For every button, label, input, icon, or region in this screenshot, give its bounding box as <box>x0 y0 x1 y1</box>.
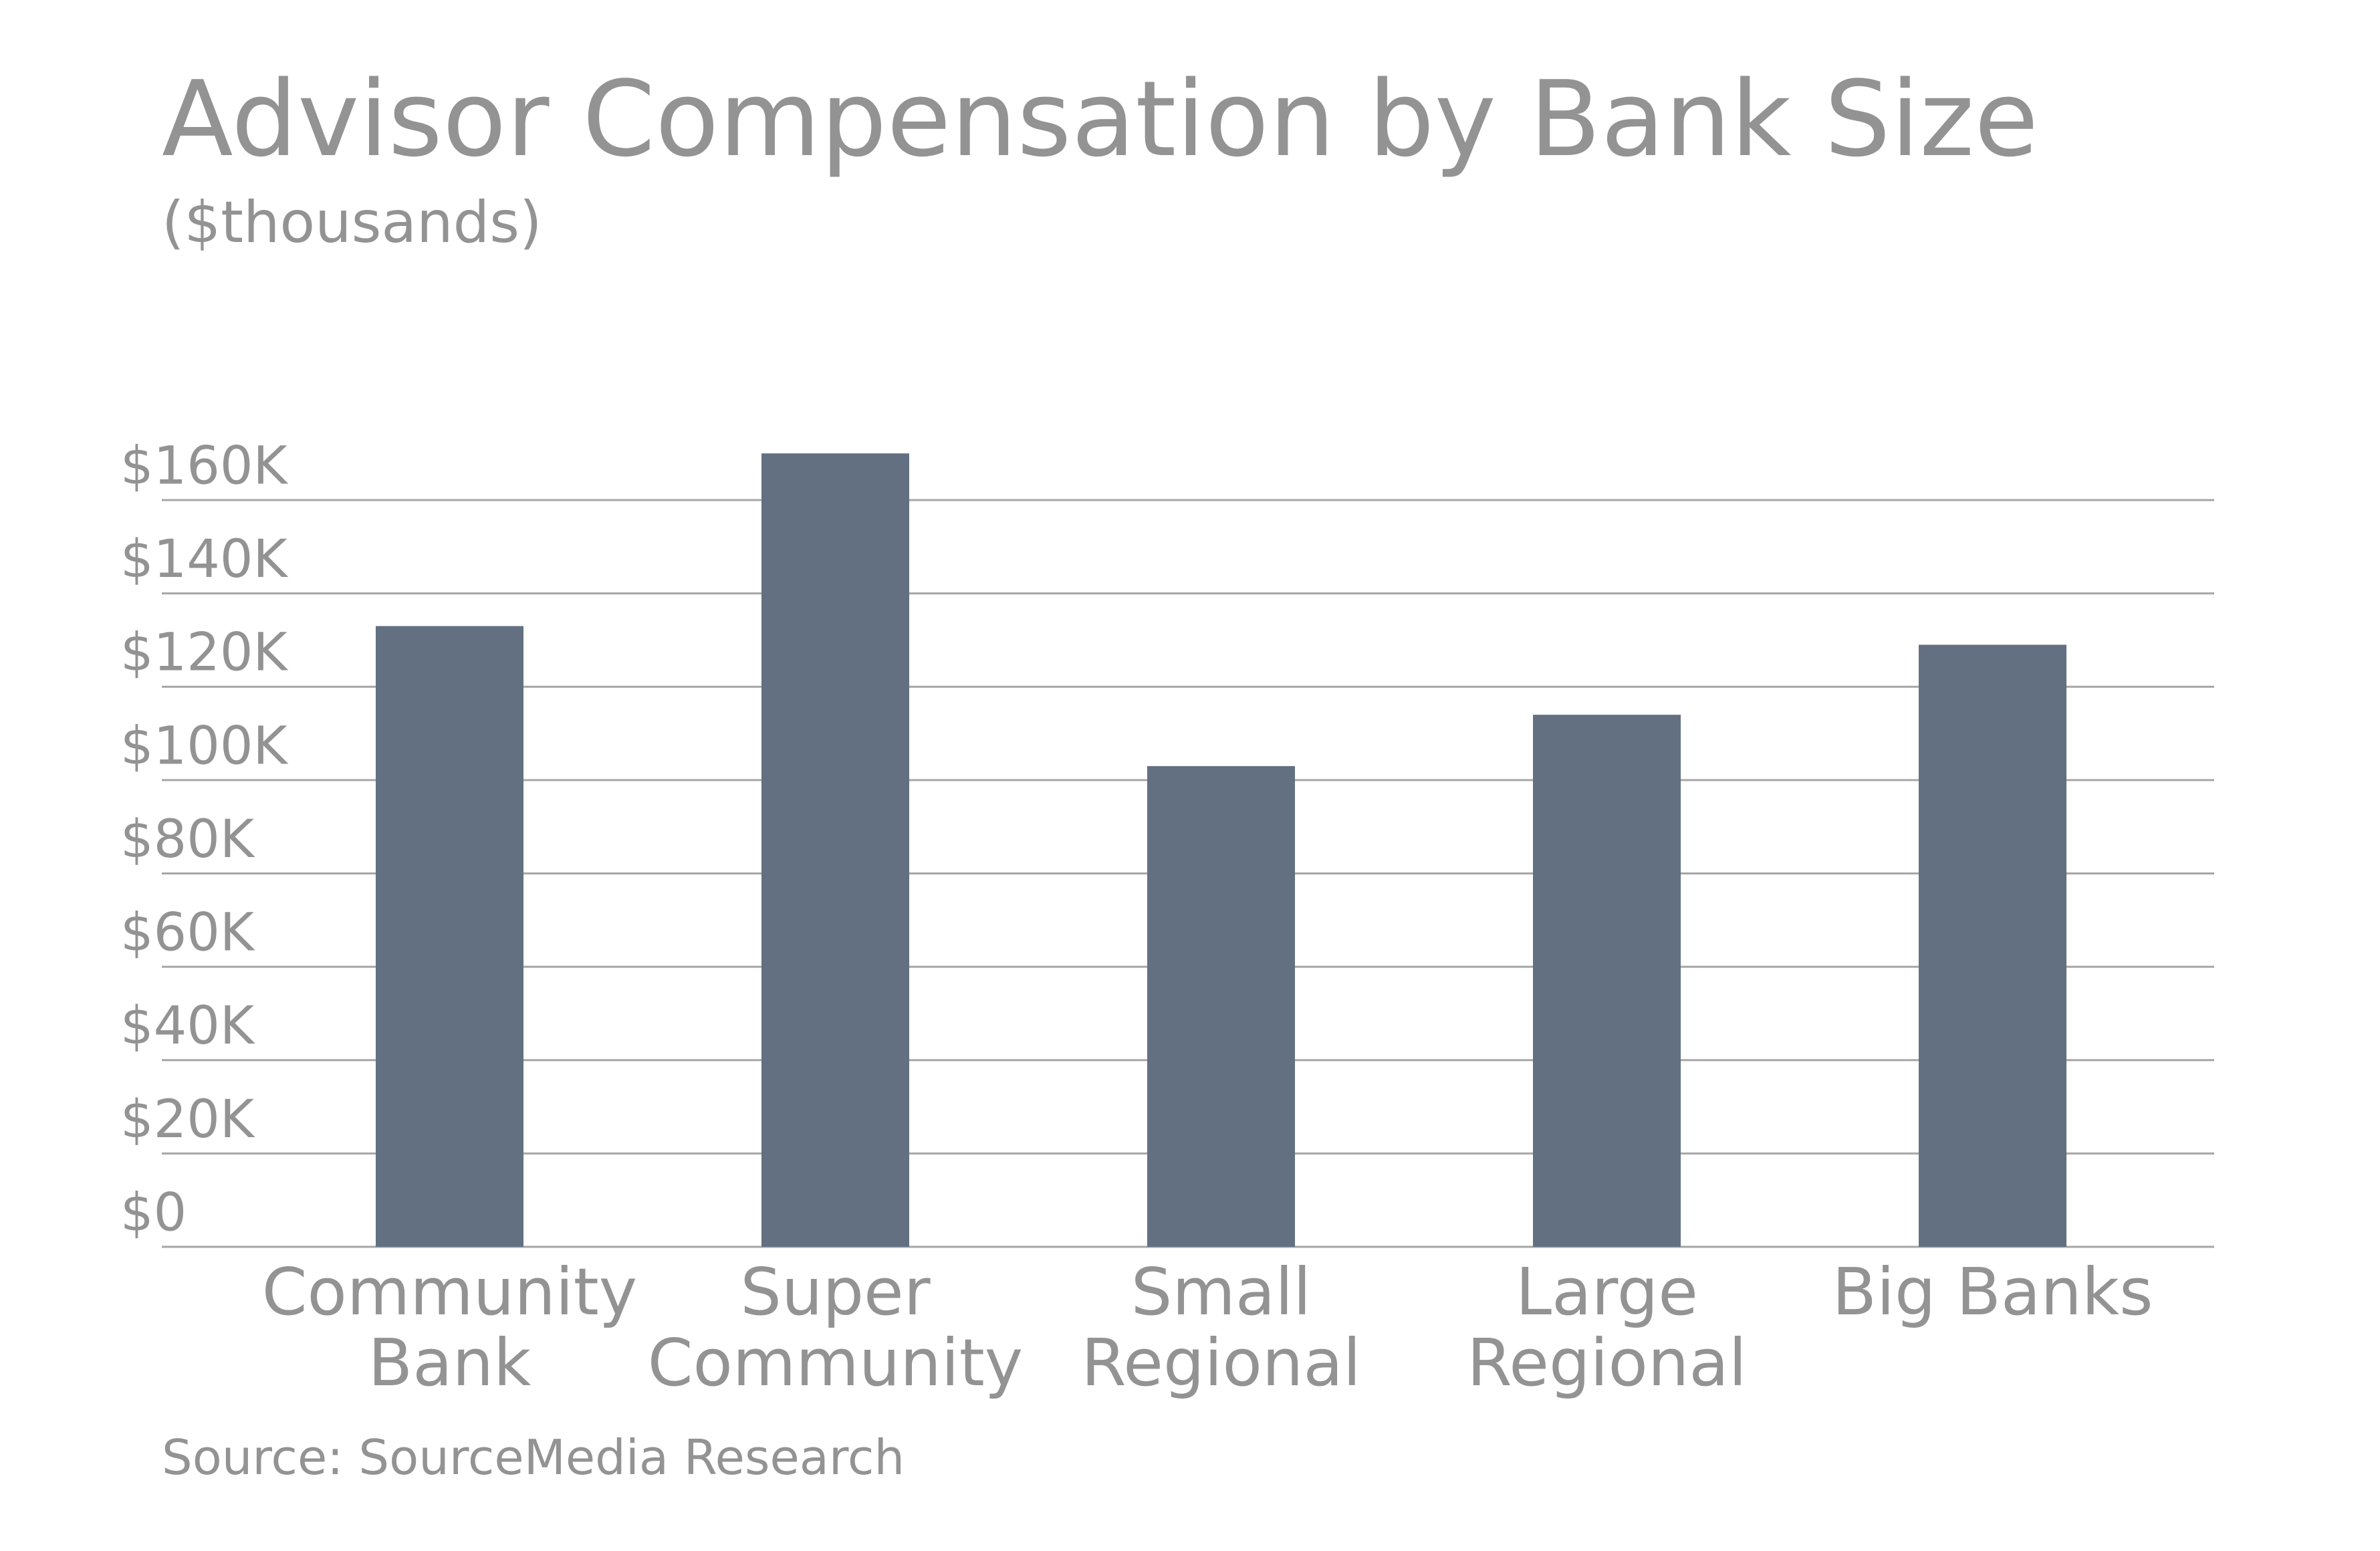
bar <box>376 626 523 1247</box>
y-tick-label: $60K <box>120 903 255 963</box>
x-tick-label: Big Banks <box>1832 1254 2153 1330</box>
source-note: Source: SourceMedia Research <box>162 1429 905 1485</box>
bar <box>1533 715 1681 1247</box>
chart-title: Advisor Compensation by Bank Size <box>162 58 2038 180</box>
bar <box>1147 765 1295 1247</box>
bar <box>1919 644 2066 1247</box>
x-tick-label: Community Bank <box>261 1254 638 1401</box>
x-tick-label: Large Regional <box>1467 1254 1747 1401</box>
y-tick-label: $20K <box>120 1090 255 1150</box>
chart-subtitle: ($thousands) <box>162 189 542 256</box>
y-tick-label: $80K <box>120 810 255 870</box>
bar <box>761 453 909 1247</box>
y-tick-label: $160K <box>120 436 289 496</box>
y-tick-label: $100K <box>120 716 289 776</box>
x-tick-label: Super Community <box>647 1254 1024 1401</box>
y-tick-label: $0 <box>120 1183 187 1243</box>
y-tick-label: $40K <box>120 996 255 1056</box>
y-tick-label: $120K <box>120 623 289 683</box>
x-tick-label: Small Regional <box>1081 1254 1361 1401</box>
y-tick-label: $140K <box>120 529 289 590</box>
